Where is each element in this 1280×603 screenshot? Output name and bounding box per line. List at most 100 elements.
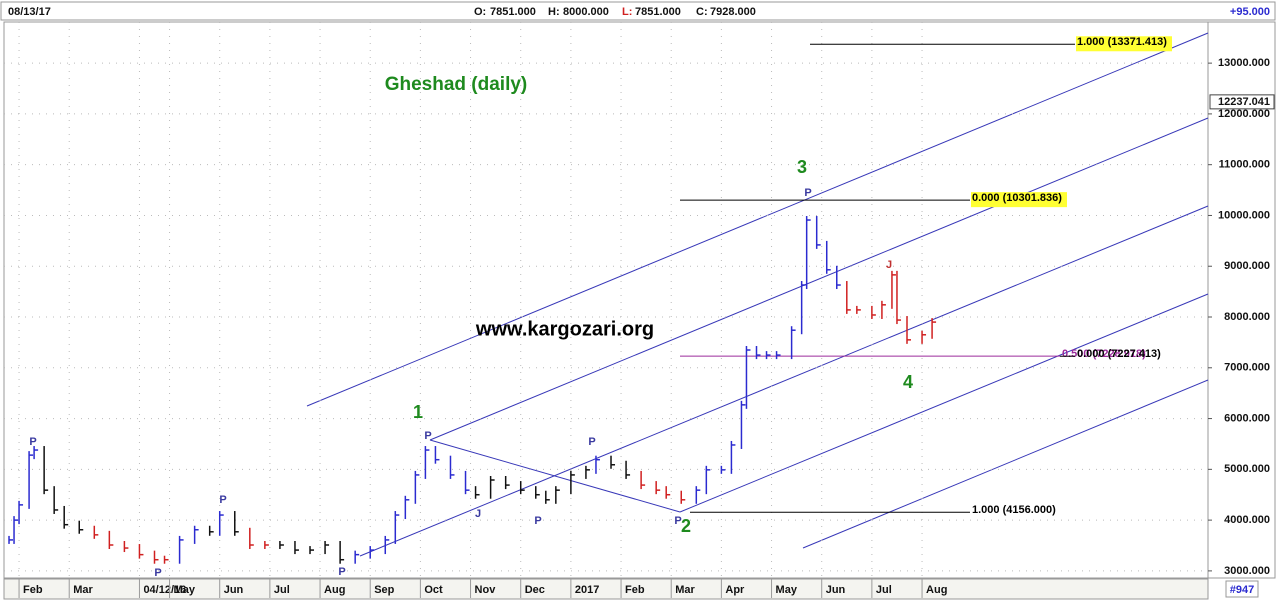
x-tick-label: Jul [876,584,892,596]
date: 08/13/17 [8,6,51,18]
price-bar [595,455,600,474]
x-tick-label: Aug [926,584,947,596]
price-bar [294,540,299,555]
price-bar [625,460,631,479]
pitchfork-line [802,379,1209,549]
price-bar [730,440,736,474]
price-bar [720,465,726,474]
price-bar [464,470,470,495]
price-bar [8,535,14,544]
price-bar [655,481,661,495]
pivot-marker: P [338,566,345,578]
price-bar [404,495,410,520]
pivot-marker: P [154,567,161,579]
count: #947 [1230,584,1254,596]
pitchfork-line [306,32,1209,407]
wave-label: 1 [413,402,423,422]
price-bar [123,540,129,553]
price-bar [489,476,495,499]
price-bar [790,326,796,360]
price-bar [414,470,420,504]
price-bar [249,527,254,549]
fib-label: 0.000 (7227.413) [1077,348,1161,360]
price-bar [755,346,761,360]
price-bar [836,265,841,290]
x-tick-label: Oct [424,584,443,596]
price-bar [449,455,455,479]
price-bar [279,540,284,549]
y-tick-label: 5000.000 [1224,463,1270,475]
price-bar [745,346,751,409]
x-tick-label: May [776,584,798,596]
price-bar [610,455,616,469]
wave-label: 3 [797,157,807,177]
price-bar [178,535,184,564]
price-bar [384,535,390,555]
y-tick-label: 13000.000 [1218,57,1270,69]
ohlc-value: 8000.000 [563,6,609,18]
y-tick-label: 11000.000 [1219,159,1270,171]
price-bar [163,555,169,564]
y-tick-label: 7000.000 [1224,362,1270,374]
price-bar [825,240,831,274]
wave-label: 4 [903,372,913,392]
price-bar [504,476,510,490]
x-tick-label: Nov [475,584,497,596]
price-bar [369,546,375,559]
price-bar [53,486,59,514]
pivot-marker: P [674,515,681,527]
price-bar [805,216,811,290]
price-bar [800,281,806,335]
price-bar [193,525,199,544]
price-bar [881,300,886,319]
chart-title: Gheshad (daily) [385,74,528,95]
price-axis [1207,21,1276,579]
price-bar [309,546,315,555]
price-bar [765,351,771,360]
price-bar [931,318,937,339]
change: +95.000 [1230,6,1270,18]
price-bar [815,216,821,249]
price-bar [208,525,214,536]
pivot-marker: P [804,187,811,199]
pitchfork-line [359,205,1209,557]
x-tick-label: Dec [525,584,545,596]
x-tick-label: Sep [374,584,394,596]
ohlc-key: L: [622,6,632,18]
x-tick-label: Mar [675,584,695,596]
price-bar [474,486,480,499]
price-bar [138,544,144,559]
y-tick-label: 6000.000 [1224,412,1270,424]
ohlc-key: H: [548,6,560,18]
price-bar [775,351,781,360]
price-bar [18,500,24,525]
x-tick-label: Mar [73,584,93,596]
price-bar [78,520,84,534]
price-bar [921,330,927,344]
price-bar [570,470,575,495]
x-tick-label: Aug [324,584,345,596]
count-box [1225,580,1259,598]
pitchfork-line [679,293,1209,513]
fib-label: 1.000 (4156.000) [972,504,1056,516]
price-bar [234,511,239,536]
x-tick-label: Apr [725,584,745,596]
last-price-box [1209,94,1275,110]
y-tick-label: 8000.000 [1224,311,1270,323]
price-bar [545,490,550,504]
price-bar [43,446,49,495]
wave-label: 2 [681,516,691,536]
fib-label-bg [1076,36,1172,52]
y-tick-label: 10000.000 [1218,209,1270,221]
last-price-label: 12237.041 [1218,96,1270,108]
price-bar [891,270,896,309]
price-bar [264,540,269,549]
y-tick-label: 9000.000 [1224,260,1270,272]
pivot-marker: J [886,259,892,271]
price-bar [354,550,360,564]
price-bar [906,316,911,344]
x-tick-label: May [174,584,196,596]
ohlc-value: 7851.000 [490,6,536,18]
x-tick-label: Feb [625,584,645,596]
time-axis [3,578,1209,600]
